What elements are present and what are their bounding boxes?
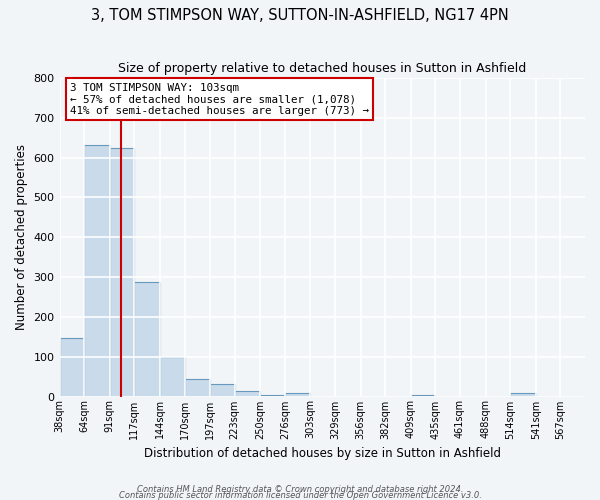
Text: 3 TOM STIMPSON WAY: 103sqm
← 57% of detached houses are smaller (1,078)
41% of s: 3 TOM STIMPSON WAY: 103sqm ← 57% of deta…: [70, 83, 369, 116]
Bar: [110, 148, 134, 396]
Bar: [185, 378, 210, 396]
Bar: [84, 145, 110, 397]
Text: 3, TOM STIMPSON WAY, SUTTON-IN-ASHFIELD, NG17 4PN: 3, TOM STIMPSON WAY, SUTTON-IN-ASHFIELD,…: [91, 8, 509, 22]
Bar: [411, 394, 436, 396]
Bar: [235, 392, 260, 396]
Y-axis label: Number of detached properties: Number of detached properties: [15, 144, 28, 330]
Bar: [134, 282, 160, 397]
Bar: [260, 394, 285, 396]
Bar: [160, 356, 185, 397]
Text: Contains HM Land Registry data © Crown copyright and database right 2024.: Contains HM Land Registry data © Crown c…: [137, 484, 463, 494]
Title: Size of property relative to detached houses in Sutton in Ashfield: Size of property relative to detached ho…: [118, 62, 526, 76]
Bar: [285, 394, 310, 396]
Text: Contains public sector information licensed under the Open Government Licence v3: Contains public sector information licen…: [119, 490, 481, 500]
Bar: [59, 338, 84, 396]
X-axis label: Distribution of detached houses by size in Sutton in Ashfield: Distribution of detached houses by size …: [144, 447, 501, 460]
Bar: [510, 394, 536, 396]
Bar: [210, 384, 235, 396]
